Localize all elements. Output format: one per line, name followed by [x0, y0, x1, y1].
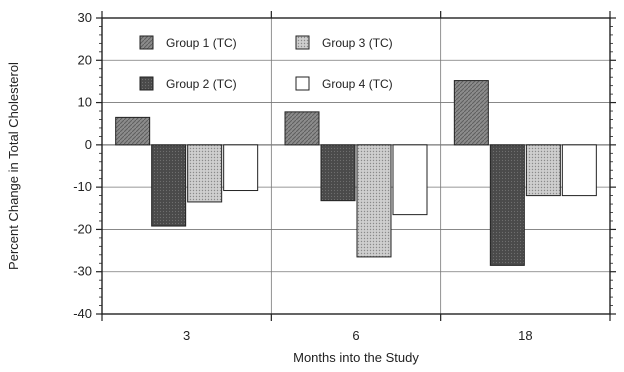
legend-label: Group 2 (TC): [166, 77, 237, 91]
tick-labels: -40 -30 -20 -10 0 10 20 30 3 6 18: [73, 10, 532, 343]
legend-swatch: [295, 76, 310, 91]
bar-series2-6: [320, 144, 356, 202]
bar-series4-3: [223, 144, 259, 192]
legend-swatch: [139, 35, 154, 50]
bar-series3-18: [525, 144, 561, 197]
y-axis-title: Percent Change in Total Cholesterol: [6, 62, 21, 270]
bar-series2-3: [151, 144, 187, 227]
x-tick-label: 6: [352, 328, 359, 343]
gridlines: [102, 17, 610, 315]
bar-series3-6: [356, 144, 392, 258]
x-tick-label: 3: [183, 328, 190, 343]
plot-frame: [101, 17, 611, 315]
bars: [115, 80, 597, 266]
y-tick-label: -20: [73, 221, 92, 236]
legend-label: Group 3 (TC): [322, 36, 393, 50]
y-tick-label: -10: [73, 179, 92, 194]
legend: Group 1 (TC) Group 3 (TC) Group 2 (TC) Grou…: [139, 35, 393, 91]
bar-series3-3: [187, 144, 223, 203]
legend-label: Group 1 (TC): [166, 36, 237, 50]
legend-swatch: [295, 35, 310, 50]
bar-series1-6: [284, 111, 320, 146]
y-tick-label: 20: [78, 52, 92, 67]
axes: [96, 11, 616, 321]
y-tick-label: 30: [78, 10, 92, 25]
bar-series2-18: [489, 144, 525, 266]
y-tick-label: 0: [85, 137, 92, 152]
legend-swatch: [139, 76, 154, 91]
x-tick-label: 18: [518, 328, 532, 343]
bar-series4-18: [561, 144, 597, 197]
legend-label: Group 4 (TC): [322, 77, 393, 91]
y-tick-label: 10: [78, 95, 92, 110]
x-axis-title: Months into the Study: [293, 350, 419, 365]
bar-series1-18: [453, 80, 489, 146]
y-tick-label: -40: [73, 306, 92, 321]
bar-series4-6: [392, 144, 428, 216]
y-tick-label: -30: [73, 264, 92, 279]
bar-series1-3: [115, 116, 151, 146]
